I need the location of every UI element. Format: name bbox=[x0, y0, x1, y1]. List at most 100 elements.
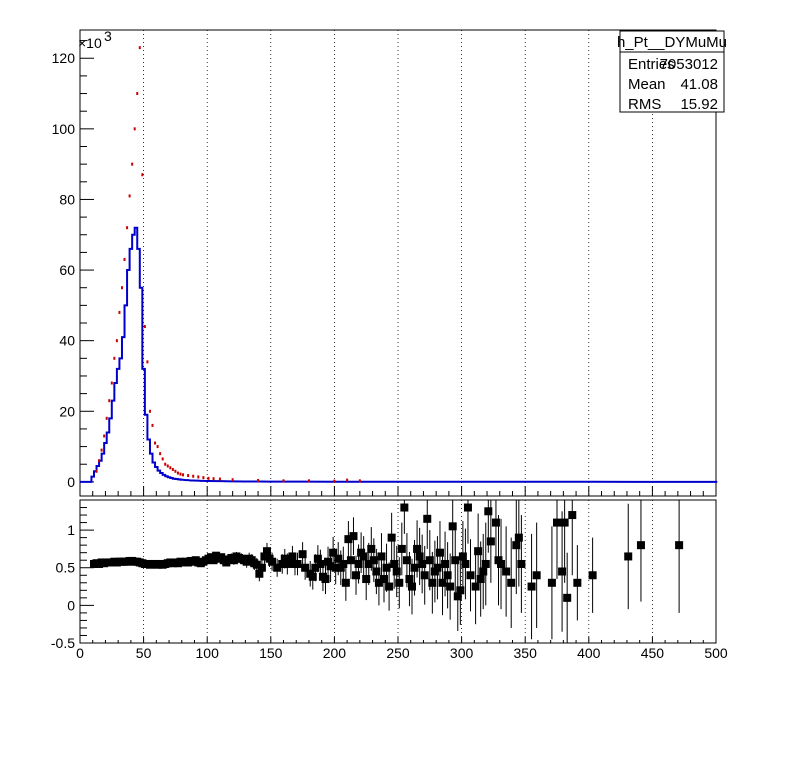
red-marker bbox=[100, 448, 103, 452]
red-marker-series bbox=[95, 46, 361, 483]
ratio-y-tick-label: 1 bbox=[67, 522, 75, 538]
top-y-tick-label: 40 bbox=[59, 333, 75, 349]
ratio-point bbox=[446, 582, 455, 591]
red-marker bbox=[128, 194, 131, 198]
red-marker bbox=[346, 478, 349, 482]
red-marker bbox=[151, 423, 154, 427]
ratio-point bbox=[352, 571, 361, 580]
red-marker bbox=[169, 466, 172, 470]
red-marker bbox=[141, 173, 144, 177]
stats-box-title: h_Pt__DYMuMu bbox=[617, 34, 727, 51]
ratio-x-tick-label: 450 bbox=[641, 645, 665, 661]
ratio-point bbox=[331, 563, 340, 572]
top-y-tick-label: 20 bbox=[59, 403, 75, 419]
ratio-point bbox=[268, 557, 277, 566]
blue-step-line bbox=[80, 226, 718, 483]
ratio-point bbox=[362, 575, 371, 584]
ratio-point bbox=[298, 550, 307, 559]
red-marker bbox=[171, 468, 174, 472]
ratio-point bbox=[433, 563, 442, 572]
ratio-point bbox=[435, 548, 444, 557]
red-marker bbox=[212, 477, 215, 481]
ratio-point bbox=[514, 533, 523, 542]
ratio-point bbox=[553, 518, 561, 527]
ratio-point bbox=[209, 556, 218, 565]
ratio-point bbox=[443, 571, 452, 580]
ratio-point bbox=[563, 593, 572, 602]
red-marker bbox=[123, 257, 126, 261]
ratio-point bbox=[471, 582, 480, 591]
ratio-point bbox=[316, 559, 325, 568]
ratio-point bbox=[372, 567, 381, 576]
red-marker bbox=[174, 469, 177, 473]
ratio-x-tick-label: 200 bbox=[323, 645, 347, 661]
ratio-point bbox=[326, 562, 335, 571]
ratio-point bbox=[491, 518, 500, 527]
ratio-point bbox=[558, 567, 567, 576]
ratio-x-tick-label: 350 bbox=[514, 645, 538, 661]
ratio-point bbox=[438, 578, 447, 587]
ratio-point bbox=[313, 554, 322, 563]
red-marker bbox=[358, 479, 361, 483]
stats-mean-value: 41.08 bbox=[680, 76, 718, 93]
ratio-point bbox=[507, 578, 516, 587]
ratio-point bbox=[420, 571, 429, 580]
ratio-point bbox=[448, 522, 457, 531]
ratio-point bbox=[364, 559, 373, 568]
ratio-point bbox=[453, 592, 462, 601]
red-marker bbox=[146, 360, 149, 364]
y-multiplier-label: ×10 3 bbox=[78, 28, 112, 51]
ratio-point bbox=[527, 582, 536, 591]
ratio-panel: 0 50 100 150 200 250 300 350 400 450 500-0.500.51 bbox=[51, 499, 728, 661]
ratio-y-tick-label: 0 bbox=[67, 597, 75, 613]
ratio-point bbox=[466, 571, 475, 580]
ratio-point bbox=[441, 559, 450, 568]
red-marker bbox=[218, 477, 221, 481]
ratio-point bbox=[497, 559, 506, 568]
ratio-point bbox=[560, 518, 569, 527]
ratio-point bbox=[474, 547, 483, 556]
red-marker bbox=[333, 479, 336, 483]
ratio-point bbox=[423, 514, 432, 523]
top-y-tick-label: 60 bbox=[59, 262, 75, 278]
ratio-point bbox=[395, 578, 404, 587]
ratio-point bbox=[428, 578, 437, 587]
ratio-point bbox=[385, 582, 394, 591]
ratio-point bbox=[547, 578, 556, 587]
ratio-point bbox=[481, 559, 490, 568]
ratio-point bbox=[532, 571, 541, 580]
red-marker bbox=[159, 452, 162, 456]
ratio-point bbox=[321, 575, 330, 584]
red-marker bbox=[113, 356, 116, 360]
ratio-point bbox=[260, 552, 269, 561]
ratio-point bbox=[415, 552, 424, 561]
ratio-point bbox=[288, 552, 297, 561]
ratio-point bbox=[273, 563, 282, 572]
ratio-point bbox=[458, 552, 467, 561]
ratio-point bbox=[410, 563, 419, 572]
ratio-point bbox=[367, 544, 376, 553]
stats-entries-value: 7053012 bbox=[660, 56, 718, 73]
ratio-point bbox=[413, 544, 422, 553]
ratio-point bbox=[405, 575, 414, 584]
ratio-point bbox=[301, 563, 310, 572]
red-marker bbox=[110, 381, 113, 385]
ratio-point bbox=[568, 511, 577, 520]
red-marker bbox=[207, 476, 210, 480]
stats-rms-value: 15.92 bbox=[680, 96, 718, 113]
red-marker bbox=[95, 469, 98, 473]
ratio-point bbox=[418, 559, 427, 568]
ratio-point bbox=[573, 578, 582, 587]
red-marker bbox=[115, 339, 118, 343]
red-marker bbox=[108, 399, 111, 403]
y-multiplier-base: ×10 bbox=[78, 35, 102, 51]
ratio-point bbox=[390, 559, 399, 568]
red-marker bbox=[197, 475, 200, 479]
ratio-point bbox=[377, 552, 386, 561]
red-marker bbox=[156, 445, 159, 449]
ratio-point bbox=[451, 556, 460, 565]
main-histogram-panel: 0 20 40 60 80 100 120 bbox=[52, 29, 718, 497]
ratio-point bbox=[517, 559, 526, 568]
ratio-point bbox=[334, 554, 343, 563]
